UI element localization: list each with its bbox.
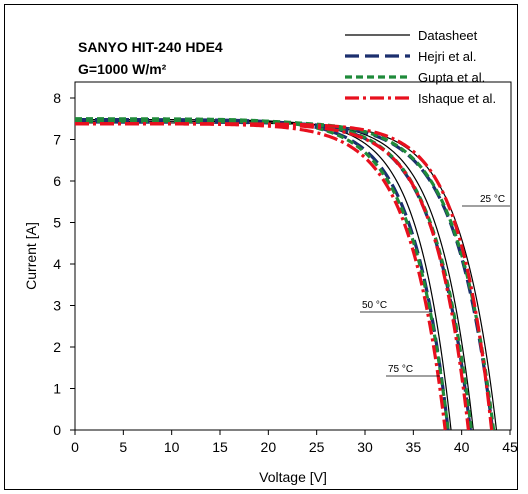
x-ticks: 0 5 10 15 20 25 30 35 40 45 xyxy=(71,430,518,455)
temperature-annotation: 75 °C xyxy=(388,364,413,375)
y-tick-label: 0 xyxy=(53,422,61,438)
y-tick-label: 5 xyxy=(53,215,61,231)
series-2-curve-2 xyxy=(75,119,472,431)
series-2-curve-1 xyxy=(74,120,495,431)
series-4-curve-1 xyxy=(75,122,494,431)
temperature-annotation: 50 °C xyxy=(362,300,387,311)
legend-label: Hejri et al. xyxy=(418,49,477,64)
y-tick-label: 7 xyxy=(53,132,61,148)
legend-label: Datasheet xyxy=(418,28,478,43)
y-tick-label: 8 xyxy=(53,90,61,106)
plot-area-box xyxy=(74,81,512,431)
series-1-curve-3 xyxy=(75,118,452,431)
temperature-annotation: 25 °C xyxy=(480,194,505,205)
series-3-curve-2 xyxy=(75,118,473,431)
x-tick-label: 10 xyxy=(164,439,180,455)
legend-label: Gupta et al. xyxy=(418,70,485,85)
x-tick-label: 45 xyxy=(502,439,518,455)
series-4-curve-3 xyxy=(75,122,447,431)
x-axis-label: Voltage [V] xyxy=(259,469,327,485)
x-tick-label: 5 xyxy=(119,439,127,455)
y-ticks: 0 1 2 3 4 5 6 7 8 xyxy=(53,90,75,438)
x-tick-label: 35 xyxy=(406,439,422,455)
series-3-curve-3 xyxy=(74,117,450,431)
chart-frame xyxy=(4,4,518,490)
legend: Datasheet Hejri et al. Gupta et al. Ishaque… xyxy=(345,28,496,106)
y-tick-label: 4 xyxy=(53,256,61,272)
x-tick-label: 15 xyxy=(212,439,228,455)
chart-subtitle: G=1000 W/m² xyxy=(78,61,167,77)
series-3-curve-1 xyxy=(75,119,496,431)
series-1-curve-1 xyxy=(75,122,498,431)
y-tick-label: 6 xyxy=(53,173,61,189)
x-tick-label: 20 xyxy=(261,439,277,455)
x-tick-label: 25 xyxy=(309,439,325,455)
x-tick-label: 40 xyxy=(454,439,470,455)
y-tick-label: 1 xyxy=(53,381,61,397)
series-2-curve-3 xyxy=(75,117,450,431)
legend-label: Ishaque et al. xyxy=(418,91,496,106)
x-tick-label: 30 xyxy=(357,439,373,455)
x-tick-label: 0 xyxy=(71,439,79,455)
curves-layer xyxy=(74,117,498,431)
chart-title: SANYO HIT-240 HDE4 xyxy=(78,39,223,55)
y-tick-label: 2 xyxy=(53,339,61,355)
temperature-annotations: 25 °C 50 °C 75 °C xyxy=(360,194,510,377)
series-1-curve-2 xyxy=(75,120,474,431)
y-axis-label: Current [A] xyxy=(23,222,39,290)
y-tick-label: 3 xyxy=(53,298,61,314)
